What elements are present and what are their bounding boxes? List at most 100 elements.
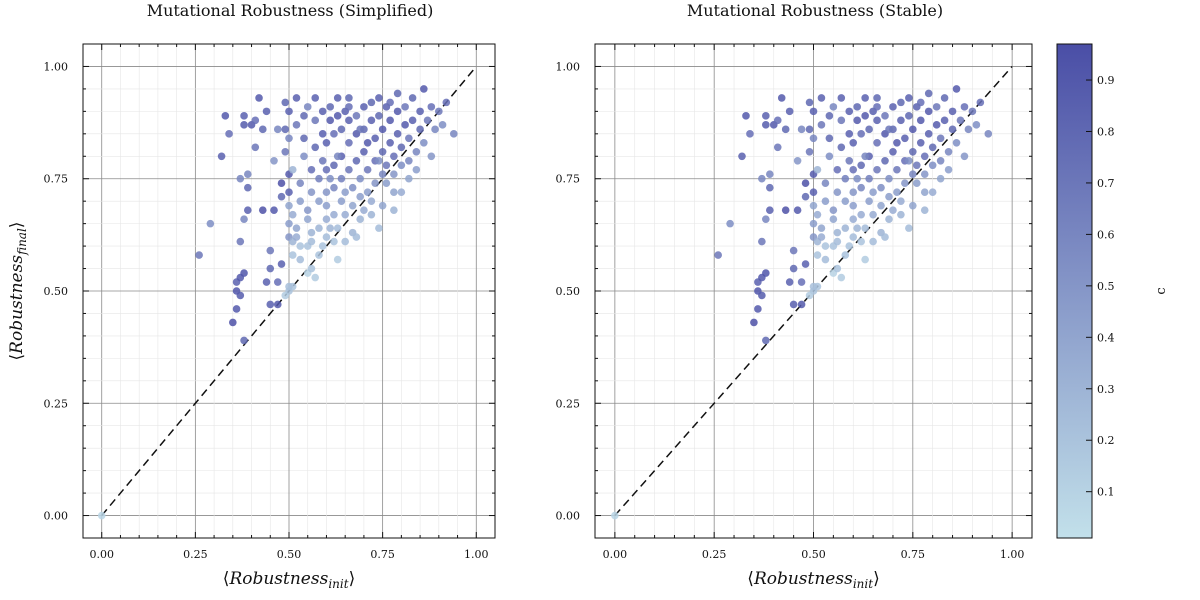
scatter-point: [333, 112, 342, 120]
scatter-point: [885, 192, 893, 201]
scatter-point: [386, 139, 394, 147]
scatter-point: [928, 143, 937, 152]
scatter-point: [853, 174, 861, 183]
scatter-point: [789, 264, 798, 273]
scatter-point: [285, 134, 293, 143]
scatter-point: [330, 210, 338, 219]
scatter-point: [442, 98, 451, 107]
scatter-point: [345, 116, 353, 125]
scatter-point: [356, 215, 364, 223]
scatter-point: [427, 152, 436, 161]
scatter-point: [315, 197, 323, 205]
scatter-point: [841, 224, 850, 232]
scatter-point: [869, 237, 877, 246]
scatter-point: [805, 147, 814, 156]
right-y-tick-label: 0.25: [556, 397, 581, 410]
scatter-point: [408, 116, 417, 125]
scatter-point: [801, 192, 810, 201]
scatter-point: [746, 130, 754, 138]
colorbar-ticks: 0.1 0.2 0.3 0.4 0.5 0.6 0.7 0.8 0.9: [1086, 74, 1115, 499]
scatter-point: [240, 215, 248, 223]
left-x-tick-label: 0.00: [89, 548, 114, 561]
scatter-point: [762, 112, 770, 120]
scatter-point: [292, 224, 301, 232]
scatter-point: [936, 156, 945, 165]
scatter-point: [849, 233, 858, 241]
scatter-point: [944, 147, 953, 156]
scatter-point: [817, 121, 826, 129]
scatter-point: [805, 291, 814, 300]
scatter-point: [333, 255, 342, 264]
scatter-point: [285, 201, 293, 210]
scatter-point: [897, 116, 905, 125]
scatter-point: [288, 210, 297, 219]
scatter-point: [909, 125, 917, 134]
scatter-point: [292, 233, 301, 241]
scatter-point: [948, 107, 957, 116]
scatter-point: [785, 278, 794, 286]
scatter-point: [367, 98, 376, 107]
scatter-point: [905, 224, 913, 232]
scatter-point: [873, 94, 881, 102]
scatter-point: [833, 237, 842, 246]
scatter-point: [281, 291, 290, 300]
scatter-point: [296, 255, 305, 264]
scatter-point: [206, 219, 215, 228]
left-panel-ticks: 0.00 0.25 0.50 0.75 1.00 0.00 0.25 0.50 0.75 1.00: [44, 44, 495, 561]
left-y-axis-label: ⟨Robustnessfinal⟩: [7, 222, 29, 361]
scatter-point: [318, 130, 327, 138]
scatter-point: [244, 206, 252, 214]
scatter-point: [255, 94, 263, 102]
scatter-point: [236, 174, 245, 183]
right-panel-ticks: 0.00 0.25 0.50 0.75 1.00 0.00 0.25 0.50 0.75 1.00: [556, 44, 1032, 561]
scatter-point: [924, 107, 933, 116]
scatter-point: [809, 201, 818, 210]
scatter-point: [833, 188, 842, 196]
right-x-axis-label-text: ⟨Robustnessinit⟩: [747, 569, 879, 591]
scatter-point: [273, 125, 282, 134]
scatter-point: [893, 139, 901, 147]
right-panel-points: [611, 85, 993, 520]
scatter-point: [397, 161, 406, 170]
scatter-point: [285, 188, 293, 196]
scatter-point: [270, 206, 278, 214]
scatter-point: [611, 511, 619, 520]
left-y-tick-label: 0.75: [44, 173, 69, 186]
scatter-point: [766, 206, 774, 214]
scatter-point: [352, 156, 361, 165]
scatter-point: [928, 161, 937, 170]
left-x-tick-label: 0.75: [370, 548, 395, 561]
scatter-point: [912, 161, 921, 170]
scatter-point: [341, 210, 349, 219]
right-x-tick-label: 0.75: [901, 548, 926, 561]
scatter-point: [277, 192, 286, 201]
scatter-point: [420, 139, 428, 147]
colorbar-tick-label: 0.5: [1097, 280, 1115, 293]
scatter-point: [837, 116, 846, 125]
scatter-point: [909, 170, 917, 179]
scatter-point: [766, 183, 774, 192]
scatter-point: [809, 107, 818, 116]
scatter-point: [865, 174, 873, 183]
scatter-point: [889, 103, 897, 111]
scatter-point: [817, 233, 826, 241]
scatter-point: [777, 94, 786, 102]
scatter-point: [435, 107, 443, 116]
scatter-point: [793, 156, 802, 165]
scatter-point: [797, 300, 806, 309]
scatter-point: [438, 121, 447, 129]
scatter-point: [845, 107, 854, 116]
scatter-point: [781, 125, 790, 134]
scatter-point: [940, 94, 949, 102]
right-y-tick-label: 0.75: [556, 173, 581, 186]
scatter-point: [322, 188, 331, 196]
scatter-point: [738, 152, 746, 161]
scatter-point: [849, 215, 858, 223]
scatter-point: [936, 174, 945, 183]
scatter-point: [821, 255, 830, 264]
scatter-point: [281, 125, 290, 134]
scatter-point: [849, 139, 858, 147]
scatter-point: [386, 98, 394, 107]
scatter-point: [833, 228, 842, 237]
scatter-point: [281, 147, 290, 156]
